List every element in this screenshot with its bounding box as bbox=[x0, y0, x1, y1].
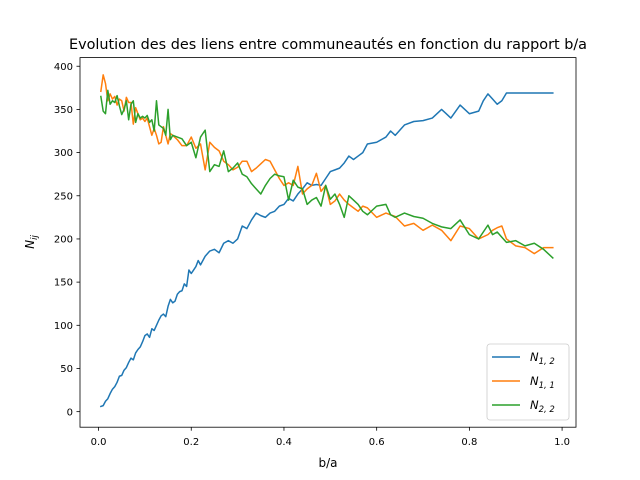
legend-label-3: N2, 2 bbox=[530, 398, 555, 415]
chart-title: Evolution des des liens entre communeaut… bbox=[69, 37, 587, 53]
legend-label-sub: 2, 2 bbox=[539, 405, 555, 415]
y-axis-label-main: N bbox=[23, 240, 37, 249]
series-line-3 bbox=[100, 89, 554, 259]
legend-label-main: N bbox=[530, 350, 539, 364]
legend-label-main: N bbox=[530, 398, 539, 412]
x-tick-label: 0.2 bbox=[183, 437, 199, 448]
y-tick-label: 300 bbox=[54, 148, 73, 159]
series-line-1 bbox=[99, 92, 554, 408]
y-tick-label: 150 bbox=[54, 278, 73, 289]
legend-frame bbox=[486, 343, 570, 421]
y-tick-label: 100 bbox=[54, 321, 73, 332]
y-tick-label: 200 bbox=[54, 235, 73, 246]
x-tick-label: 0.8 bbox=[461, 437, 477, 448]
y-tick-label: 250 bbox=[54, 191, 73, 202]
y-axis-label: Nij bbox=[23, 235, 40, 249]
x-axis-label: b/a bbox=[318, 456, 337, 470]
y-tick-label: 50 bbox=[60, 364, 73, 375]
y-tick-label: 400 bbox=[54, 62, 73, 73]
x-tick-label: 1.0 bbox=[554, 437, 570, 448]
legend-label-main: N bbox=[530, 374, 539, 388]
x-tick-label: 0.0 bbox=[91, 437, 107, 448]
y-axis-label-sub: ij bbox=[30, 235, 40, 240]
series-layer bbox=[99, 74, 554, 408]
legend: N1, 2N1, 1N2, 2 bbox=[486, 343, 570, 421]
legend-label-1: N1, 2 bbox=[530, 350, 555, 367]
legend-label-sub: 1, 2 bbox=[539, 357, 555, 367]
x-tick-label: 0.6 bbox=[369, 437, 385, 448]
legend-label-2: N1, 1 bbox=[530, 374, 555, 391]
y-axis: 0 50 100 150 200 250 300 350 400 bbox=[54, 62, 80, 418]
legend-label-sub: 1, 1 bbox=[539, 381, 555, 391]
y-tick-label: 0 bbox=[67, 407, 73, 418]
y-tick-label: 350 bbox=[54, 105, 73, 116]
x-tick-label: 0.4 bbox=[276, 437, 292, 448]
plot-frame bbox=[79, 57, 577, 428]
x-axis: 0.0 0.2 0.4 0.6 0.8 1.0 bbox=[91, 427, 570, 448]
